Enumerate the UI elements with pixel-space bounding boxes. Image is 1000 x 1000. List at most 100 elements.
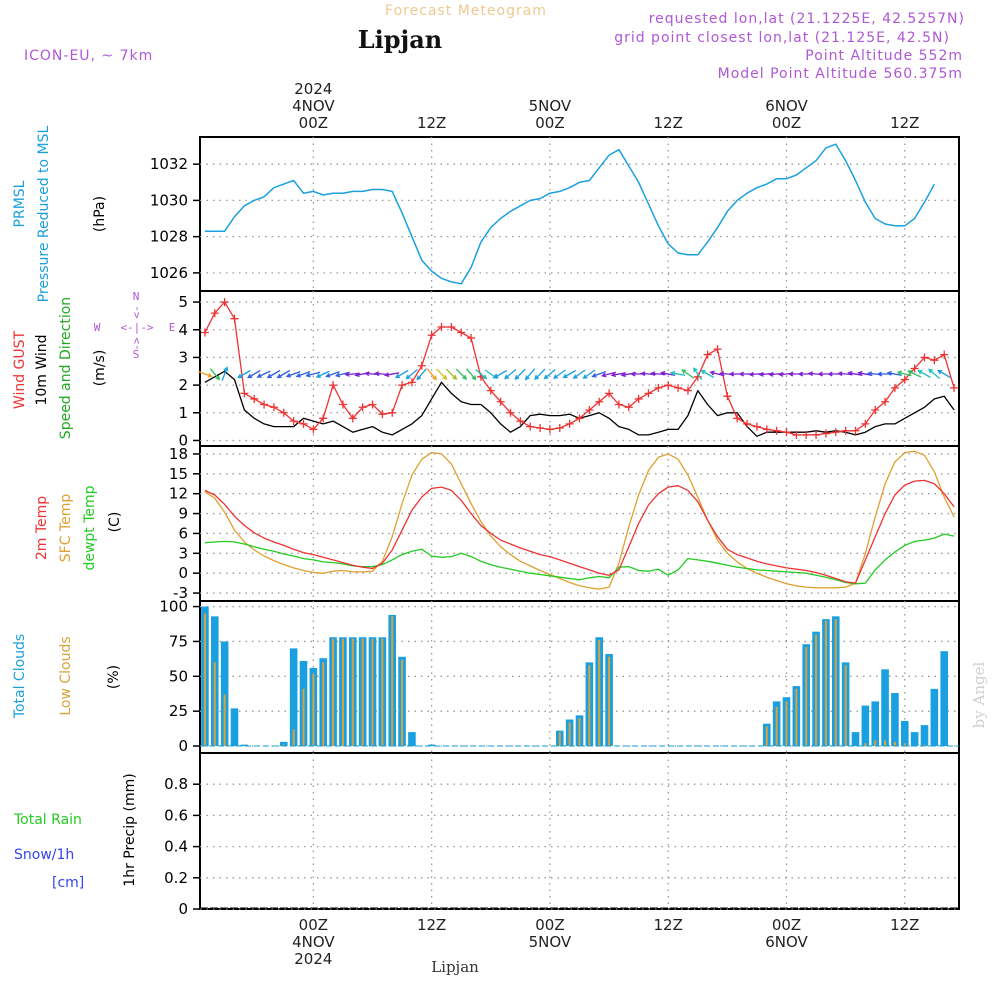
legend-total: Total Rain: [13, 812, 82, 828]
wind-direction-arrow: [266, 369, 281, 379]
compass-e: E: [169, 321, 176, 334]
wind-direction-arrow: [896, 370, 912, 377]
gust-point: [634, 394, 643, 403]
legend-cm: [cm]: [52, 875, 84, 891]
total-cloud-bar: [881, 669, 889, 747]
wind-direction-arrow: [416, 368, 427, 381]
speed-direction-label: Speed and Direction: [58, 297, 74, 439]
prmsl-label: PRMSL: [12, 180, 28, 227]
gust-point: [703, 350, 712, 359]
low-cloud-bar: [844, 665, 847, 747]
wind-direction-arrow: [285, 370, 301, 378]
gust-point: [417, 361, 426, 370]
total-cloud-bar: [930, 688, 939, 747]
wind-direction-arrow: [325, 370, 340, 378]
wind-direction-arrow: [305, 371, 321, 378]
gust-point: [210, 309, 219, 318]
wind-direction-arrow: [562, 369, 577, 379]
2m-temp-label: 2m Temp: [34, 496, 50, 560]
temp-2m-line: [204, 479, 955, 584]
low-cloud-bar: [815, 634, 818, 747]
time-label-bottom: 5NOV: [529, 933, 572, 951]
low-cloud-bar: [341, 638, 344, 747]
gust-point: [269, 403, 278, 412]
gust-point: [467, 334, 476, 343]
gust-point: [279, 408, 288, 417]
wind-direction-arrow: [383, 372, 400, 378]
wind-direction-arrow: [700, 369, 715, 379]
time-label-bottom: 12Z: [654, 916, 683, 934]
gust-point: [378, 410, 387, 419]
gust-point: [743, 419, 752, 428]
total-cloud-bar: [279, 741, 288, 747]
low-cloud-bar: [824, 620, 827, 747]
wind-direction-arrow: [937, 369, 951, 379]
gust-point: [506, 408, 515, 417]
wind-direction-arrow: [514, 368, 526, 380]
low-cloud-bar: [558, 732, 561, 747]
gust-point: [329, 381, 338, 390]
low-cloud-bar: [361, 638, 364, 747]
wind-direction-arrow: [475, 369, 488, 380]
time-label-top: 2024: [294, 80, 332, 98]
total-cloud-bar: [910, 732, 919, 747]
time-label-bottom: 2024: [294, 950, 332, 968]
compass-n: N: [133, 290, 140, 303]
requested-coords: requested lon,lat (21.1225E, 42.5257N): [649, 11, 965, 27]
gust-point: [871, 406, 880, 415]
wind-direction-arrow: [445, 368, 458, 380]
wind-direction-arrow: [669, 370, 686, 376]
svg-text:<-: <-: [130, 305, 143, 318]
time-label-top: 4NOV: [292, 97, 335, 115]
wind-direction-arrow: [405, 369, 418, 380]
time-label-top: 12Z: [890, 114, 919, 132]
y-tick-label: 5: [178, 293, 188, 311]
gust-point: [486, 386, 495, 395]
gust-point: [338, 400, 347, 409]
temperature-panel: [199, 445, 960, 602]
y-tick-label: 75: [169, 632, 188, 650]
gust-point: [358, 403, 367, 412]
low-cloud-bar: [765, 726, 768, 747]
gust-point: [802, 430, 811, 439]
gust-point: [299, 419, 308, 428]
gust-point: [713, 345, 722, 354]
wind-direction-arrow: [693, 367, 703, 381]
gust-point: [348, 414, 357, 423]
wind-direction-arrow: [681, 369, 695, 379]
y-tick-label: 3: [178, 348, 188, 366]
gust-point: [772, 426, 781, 435]
y-tick-label: 50: [169, 667, 188, 685]
svg-text:->: ->: [130, 337, 143, 351]
total-cloud-bar: [240, 744, 249, 747]
low-cloud-bar: [282, 744, 285, 747]
credit-text: by Angel: [970, 661, 988, 728]
wind-direction-arrow: [543, 369, 556, 380]
total-cloud-bar: [220, 641, 229, 747]
time-label-bottom: 12Z: [890, 916, 919, 934]
top-title: Forecast Meteogram: [385, 3, 547, 19]
low-cloud-bar: [578, 718, 581, 747]
wind-direction-arrow: [907, 370, 922, 378]
sfc-temp-label: SFC Temp: [58, 494, 74, 563]
y-tick-label: 1028: [150, 228, 188, 246]
celsius-unit-label: (C): [107, 512, 123, 533]
gust-point: [821, 429, 830, 438]
gust-point: [940, 350, 949, 359]
time-label-bottom: 6NOV: [765, 933, 808, 951]
low-cloud-bar: [223, 694, 226, 747]
low-cloud-bar: [391, 616, 394, 747]
gust-point: [457, 328, 466, 337]
y-tick-label: 0: [178, 431, 188, 449]
y-tick-label: 6: [178, 524, 188, 542]
low-cloud-bar: [351, 638, 354, 747]
low-cloud-bar: [903, 743, 906, 747]
gust-point: [565, 419, 574, 428]
total-cloud-bar: [427, 744, 436, 747]
gust-point: [585, 406, 594, 415]
low-cloud-bar: [292, 729, 295, 747]
time-label-top: 00Z: [299, 114, 328, 132]
gust-point: [437, 322, 446, 331]
pressure-line: [204, 143, 936, 285]
y-tick-label: 1030: [150, 191, 188, 209]
